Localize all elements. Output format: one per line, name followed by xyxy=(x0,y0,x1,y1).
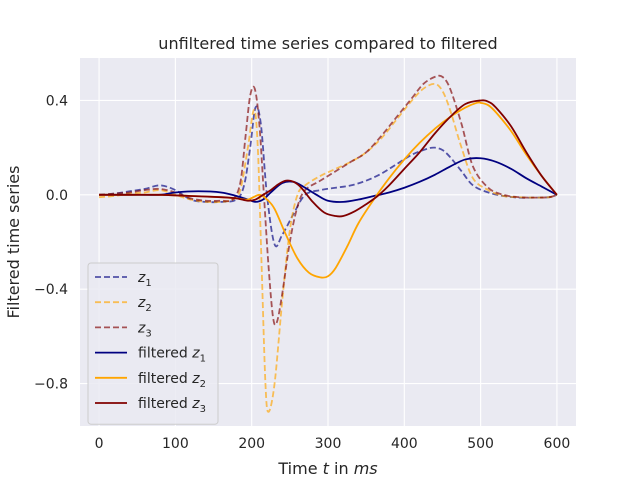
series-line-4 xyxy=(99,157,558,203)
x-tick-label: 200 xyxy=(238,436,265,452)
x-tick-label: 300 xyxy=(315,436,342,452)
series-line-2 xyxy=(99,83,558,413)
x-tick-label: 500 xyxy=(467,436,494,452)
x-axis-label-unit: ms xyxy=(354,459,378,478)
series-line-1 xyxy=(99,105,558,248)
chart-title: unfiltered time series compared to filte… xyxy=(158,34,497,53)
legend-label: z2 xyxy=(137,295,152,314)
legend-label: z1 xyxy=(137,270,152,289)
x-tick-label: 400 xyxy=(391,436,418,452)
x-tick-label: 0 xyxy=(95,436,104,452)
legend-label: z3 xyxy=(137,320,152,339)
y-tick-label: −0.8 xyxy=(34,377,68,393)
x-axis-label: Time t in ms xyxy=(277,459,377,478)
x-tick-label: 100 xyxy=(162,436,189,452)
y-axis-label: Filtered time series xyxy=(4,166,23,319)
y-tick-labels: −0.8 −0.4 0.0 0.4 xyxy=(34,93,68,392)
y-tick-label: 0.0 xyxy=(46,188,68,204)
x-tick-labels: 0 100 200 300 400 500 600 xyxy=(95,436,571,452)
series-line-6 xyxy=(99,99,558,218)
x-axis-label-var: t xyxy=(323,459,330,478)
series-line-3 xyxy=(99,74,558,326)
legend: z1 z2 z3 filtered z1 filtered z2 filtered z3 xyxy=(87,262,219,425)
legend-label: filtered z1 xyxy=(138,346,206,365)
legend-frame xyxy=(87,262,219,425)
x-tick-label: 600 xyxy=(544,436,571,452)
series-lines xyxy=(99,74,558,413)
y-tick-label: −0.4 xyxy=(34,282,68,298)
x-axis-label-prefix: Time xyxy=(277,459,322,478)
legend-label: filtered z3 xyxy=(138,396,206,415)
legend-label: filtered z2 xyxy=(138,371,206,390)
y-tick-label: 0.4 xyxy=(46,93,68,109)
x-axis-label-mid: in xyxy=(329,459,354,478)
